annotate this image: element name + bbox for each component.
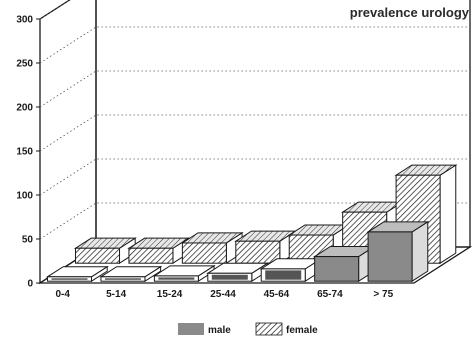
x-tick-label: 5-14 xyxy=(106,289,126,300)
x-tick-label: 65-74 xyxy=(317,289,343,300)
bar-male-3 xyxy=(206,262,270,283)
legend-swatch-female xyxy=(255,322,283,336)
bar-inner xyxy=(211,274,248,280)
legend: male female xyxy=(178,322,318,336)
gridline xyxy=(39,70,470,108)
bar-front xyxy=(235,240,281,264)
bar-side xyxy=(439,164,457,265)
x-axis: 0-4 5-14 15-24 25-44 45-64 65-74 > 75 xyxy=(55,289,393,300)
y-tick-label: 200 xyxy=(16,103,33,114)
y-tick-label: 50 xyxy=(22,235,34,246)
bar-inner xyxy=(265,270,302,280)
bar-front xyxy=(314,256,360,282)
bar-male-1 xyxy=(99,265,163,283)
legend-label-male: male xyxy=(208,325,231,336)
chart-title: prevalence urology xyxy=(350,5,470,20)
bar-female-1 xyxy=(127,237,191,265)
bar-male-2 xyxy=(152,264,216,283)
y-tick-label: 300 xyxy=(16,15,33,26)
bar-female-0 xyxy=(73,237,137,265)
bar-male-0 xyxy=(45,265,109,283)
legend-label-female: female xyxy=(286,325,318,336)
bar-female-3 xyxy=(234,230,298,265)
bar-male-5 xyxy=(312,245,377,283)
y-tick-label: 250 xyxy=(16,59,33,70)
bar-male-6 xyxy=(366,220,430,283)
x-tick-label: 15-24 xyxy=(157,289,183,300)
y-tick-label: 100 xyxy=(16,191,33,202)
bar-female-2 xyxy=(180,231,244,265)
bar-front xyxy=(181,242,227,264)
bars xyxy=(45,164,458,283)
x-tick-label: 45-64 xyxy=(264,289,290,300)
x-tick-label: 25-44 xyxy=(210,289,236,300)
bar-inner xyxy=(51,278,88,280)
bar-front xyxy=(128,247,174,264)
x-tick-label: 0-4 xyxy=(55,289,70,300)
gridline xyxy=(39,114,470,152)
bar-inner xyxy=(104,278,141,280)
legend-swatch-male xyxy=(178,323,204,335)
y-axis: 0 50 100 150 200 250 300 xyxy=(16,15,40,290)
bar-front xyxy=(367,231,413,282)
y-tick-label: 150 xyxy=(16,147,33,158)
bar-inner xyxy=(158,277,195,280)
bar-front xyxy=(75,247,121,264)
y-tick-label: 0 xyxy=(27,279,33,290)
gridline xyxy=(39,26,470,64)
x-tick-label: > 75 xyxy=(373,289,393,300)
